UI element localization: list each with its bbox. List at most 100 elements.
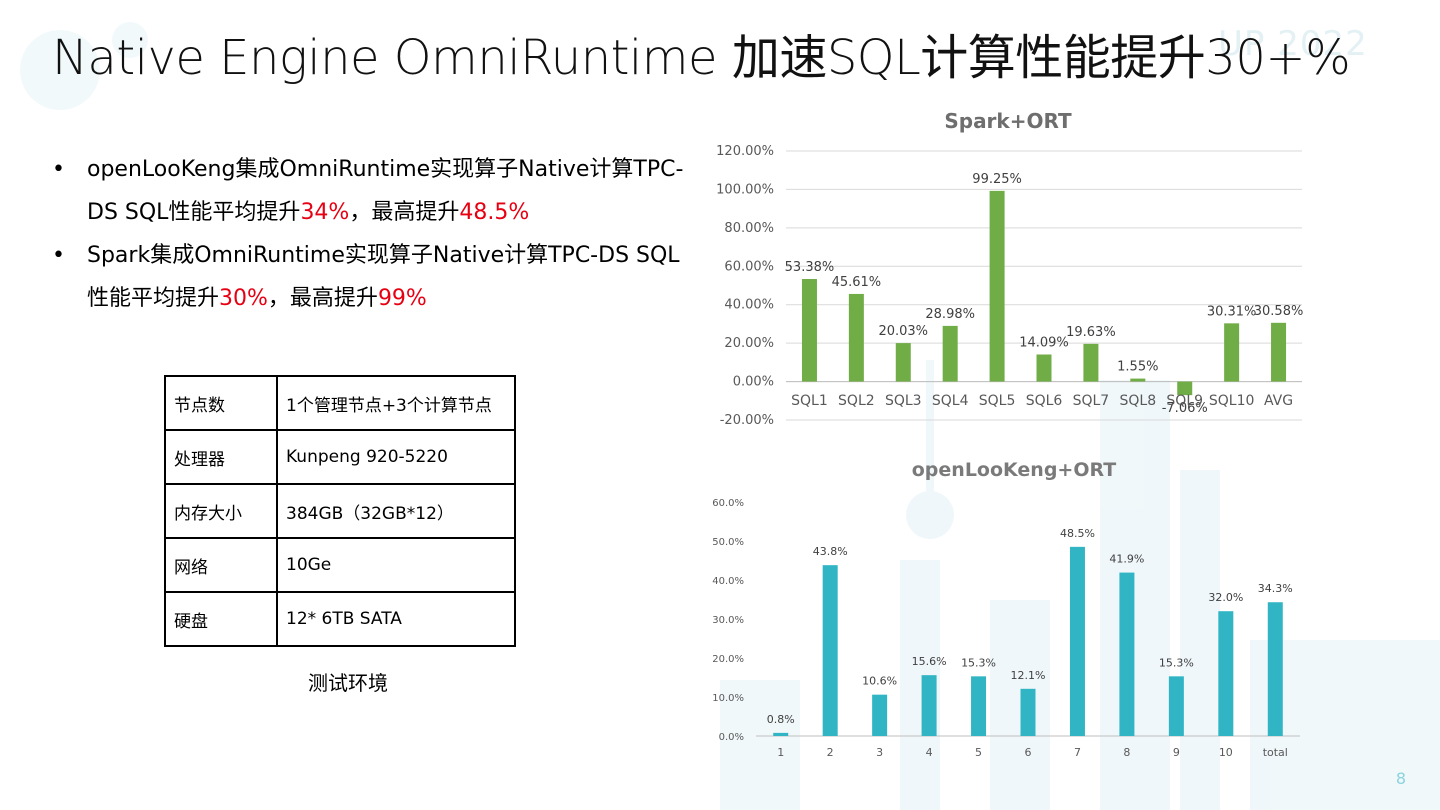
openlookeng-ort-bar-chart: openLooKeng+ORT 60.0% 50.0% 4 0.0% 30.0% 20.0%… — [712, 459, 1300, 759]
bullet-text: Spark集成OmniRuntime实现算子Native计算TPC-DS SQL… — [87, 243, 680, 311]
bar — [822, 565, 838, 736]
bar — [895, 343, 911, 382]
bullet-item-spark: • Spark集成OmniRuntime实现算子Native计算TPC-DS S… — [52, 234, 692, 320]
page-number: 8 — [1395, 769, 1406, 788]
table-row: 处理器 Kunpeng 920-5220 — [164, 429, 516, 485]
data-label: 32.0% — [1208, 591, 1243, 604]
x-tick-label: 3 — [876, 746, 883, 759]
data-label: 28.98% — [925, 307, 975, 322]
y-tick-label: 60.0% — [712, 498, 744, 509]
bullet-item-openlookeng: • openLooKeng集成OmniRuntime实现算子Native计算TP… — [52, 148, 692, 234]
table-row: 内存大小 384GB（32GB*12） — [164, 483, 516, 539]
data-label: 30.58% — [1254, 304, 1304, 319]
bar — [1069, 546, 1085, 736]
data-label: 10.6% — [862, 675, 897, 688]
x-tick-label: SQL10 — [1209, 393, 1255, 409]
bar — [1267, 602, 1283, 736]
bullet-text-mid: ，最高提升 — [349, 200, 460, 225]
table-cell-key: 处理器 — [164, 429, 278, 485]
bar — [848, 293, 864, 382]
bullet-max-value: 99% — [377, 286, 427, 311]
bar — [801, 279, 817, 382]
bar — [971, 676, 987, 736]
y-tick-label: 20.0% — [712, 654, 744, 665]
data-label: 53.38% — [785, 260, 835, 275]
slide-title: Native Engine OmniRuntime 加速SQL计算性能提升30+… — [52, 30, 1351, 86]
x-tick-label: SQL6 — [1026, 393, 1063, 409]
x-tick-label: SQL7 — [1073, 393, 1110, 409]
x-tick-label: 2 — [827, 746, 834, 759]
table-cell-key: 节点数 — [164, 375, 278, 431]
x-tick-label: 8 — [1123, 746, 1130, 759]
bullet-list: • openLooKeng集成OmniRuntime实现算子Native计算TP… — [52, 148, 692, 320]
bullet-text: openLooKeng集成OmniRuntime实现算子Native计算TPC-… — [87, 157, 684, 225]
table-cell-key: 内存大小 — [164, 483, 278, 539]
y-tick-label: 0.00% — [733, 375, 774, 390]
x-tick-label: SQL4 — [932, 393, 969, 409]
data-label: -7.06% — [1162, 401, 1208, 416]
bullet-avg-value: 34% — [300, 200, 350, 225]
y-tick-label: 120.00% — [716, 144, 774, 159]
x-tick-label: 4 — [926, 746, 933, 759]
x-tick-label: SQL9 — [1166, 393, 1203, 409]
y-tick-label: 50.0% — [712, 537, 744, 548]
y-tick-label: 80.00% — [724, 221, 774, 236]
table-cell-value: 384GB（32GB*12） — [276, 483, 516, 539]
x-tick-label: SQL1 — [791, 393, 828, 409]
data-label: 41.9% — [1109, 553, 1144, 566]
x-tick-label: 5 — [975, 746, 982, 759]
bar — [1168, 676, 1184, 736]
bar — [1218, 611, 1234, 736]
data-label: 30.31% — [1207, 304, 1257, 319]
bar — [1020, 688, 1036, 736]
y-tick-label: 40.00% — [724, 298, 774, 313]
x-tick-label: SQL5 — [979, 393, 1016, 409]
x-tick-label: SQL8 — [1120, 393, 1157, 409]
watermark-text: UP 2022 — [1218, 24, 1368, 64]
x-tick-label: SQL2 — [838, 393, 875, 409]
x-tick-label: 6 — [1025, 746, 1032, 759]
table-cell-value: Kunpeng 920-5220 — [276, 429, 516, 485]
table-row: 网络 10Ge — [164, 537, 516, 593]
y-tick-label: 10.0% — [712, 693, 744, 704]
bar — [1224, 323, 1240, 382]
test-environment-table: 节点数 1个管理节点+3个计算节点 处理器 Kunpeng 920-5220 内… — [164, 375, 516, 647]
y-tick-label: 30.0% — [712, 615, 744, 626]
bullet-text-mid: ，最高提升 — [267, 286, 378, 311]
data-label: 14.09% — [1019, 335, 1069, 350]
data-label: 12.1% — [1011, 669, 1046, 682]
bar — [1130, 378, 1146, 382]
bar — [1083, 343, 1099, 382]
data-label: 45.61% — [832, 275, 882, 290]
bar — [1036, 354, 1052, 382]
bullet-avg-value: 30% — [219, 286, 268, 311]
data-label: 1.55% — [1117, 360, 1158, 375]
data-label: 99.25% — [972, 172, 1022, 187]
chart-title: openLooKeng+ORT — [912, 459, 1117, 481]
table-cell-value: 1个管理节点+3个计算节点 — [276, 375, 516, 431]
table-row: 节点数 1个管理节点+3个计算节点 — [164, 375, 516, 431]
bar — [872, 694, 888, 736]
table-cell-value: 10Ge — [276, 537, 516, 593]
table-caption: 测试环境 — [308, 671, 388, 695]
x-tick-label: 1 — [777, 746, 784, 759]
data-label: 19.63% — [1066, 325, 1116, 340]
data-label: 15.3% — [1159, 656, 1194, 669]
data-label: 34.3% — [1258, 582, 1293, 595]
y-tick-label: 60.00% — [724, 259, 774, 274]
bullet-dot-icon: • — [52, 157, 65, 182]
bar — [942, 325, 958, 382]
data-label: 15.6% — [912, 655, 947, 668]
bar — [773, 732, 789, 736]
chart-title: Spark+ORT — [944, 109, 1072, 133]
y-tick-label: 20.00% — [724, 336, 774, 351]
bar — [1177, 381, 1193, 396]
bar — [921, 675, 937, 736]
table-row: 硬盘 12* 6TB SATA — [164, 591, 516, 647]
y-tick-label: 0.0% — [719, 732, 744, 743]
x-tick-label: SQL3 — [885, 393, 922, 409]
x-tick-label: AVG — [1264, 393, 1293, 409]
x-tick-label: 10 — [1219, 746, 1233, 759]
y-tick-label: -20.00% — [720, 413, 774, 428]
x-tick-label: 7 — [1074, 746, 1081, 759]
